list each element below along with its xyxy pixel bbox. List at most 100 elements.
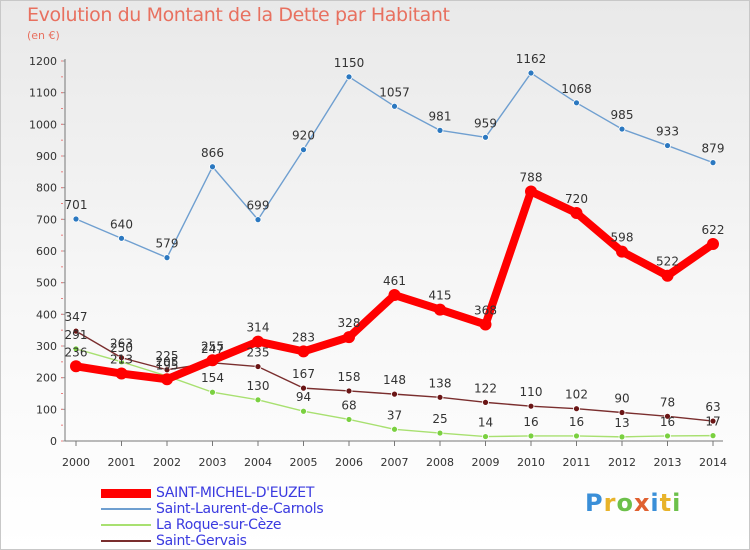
legend-item: SAINT-MICHEL-D'EUZET: [101, 485, 323, 501]
y-tick-label: 600: [36, 245, 57, 258]
series-3-point: [482, 398, 489, 406]
series-3-point: [618, 409, 626, 416]
x-tick-label: 2010: [517, 456, 545, 469]
series-0-point: [161, 373, 173, 386]
series-2-point: [345, 416, 353, 423]
y-tick-label: 100: [36, 403, 57, 416]
series-2-data-label: 250: [110, 341, 133, 355]
logo-letter: i: [650, 489, 660, 517]
series-1-point: [436, 126, 444, 134]
y-tick-label: 900: [36, 150, 57, 163]
series-3-data-label: 225: [156, 349, 179, 363]
series-3-point: [527, 402, 535, 410]
series-3-point: [254, 363, 262, 370]
series-3-point: [118, 354, 125, 362]
series-3-point: [436, 393, 444, 401]
series-1-data-label: 933: [656, 125, 679, 139]
x-tick-label: 2013: [654, 456, 682, 469]
series-0-point: [252, 335, 264, 348]
series-0-point: [206, 354, 219, 367]
series-3-data-label: 158: [338, 370, 361, 384]
series-2-point: [573, 432, 580, 440]
series-1-data-label: 1162: [516, 52, 547, 66]
series-2-data-label: 130: [247, 379, 270, 393]
series-0-data-label: 314: [247, 321, 270, 335]
series-1-data-label: 1057: [379, 85, 410, 99]
series-0-point: [707, 238, 719, 251]
series-1-point: [300, 146, 307, 154]
x-tick-label: 2005: [290, 456, 318, 469]
series-0-data-label: 461: [383, 274, 406, 288]
series-2-point: [254, 396, 262, 404]
series-0-data-label: 328: [338, 316, 361, 330]
series-1-data-label: 920: [292, 129, 315, 143]
legend-item: Saint-Gervais: [101, 533, 323, 549]
x-tick-label: 2000: [62, 456, 90, 469]
series-1-data-label: 981: [429, 109, 452, 123]
series-3-data-label: 167: [292, 367, 315, 381]
legend-label: La Roque-sur-Cèze: [156, 517, 282, 533]
chart-unit-label: (en €): [27, 29, 60, 42]
series-3-point: [664, 412, 671, 420]
series-1-data-label: 1150: [334, 56, 365, 70]
legend-label: SAINT-MICHEL-D'EUZET: [156, 485, 315, 501]
y-tick-label: 800: [36, 182, 57, 195]
series-0-data-label: 213: [110, 353, 133, 367]
x-tick-label: 2008: [426, 456, 454, 469]
series-3-point: [573, 405, 580, 413]
series-1-point: [391, 102, 398, 110]
series-3-point: [163, 366, 171, 374]
series-0-point: [616, 245, 628, 258]
logo-letter: t: [659, 489, 673, 517]
series-1-point: [209, 163, 216, 171]
series-3-point: [300, 384, 307, 392]
series-2-point: [709, 432, 717, 440]
series-1-data-label: 1068: [561, 82, 592, 96]
series-2-data-label: 16: [569, 415, 584, 429]
series-2-point: [72, 345, 80, 353]
logo-letter: r: [603, 489, 617, 517]
series-1-data-label: 640: [110, 217, 133, 231]
series-1-point: [527, 69, 535, 77]
y-tick-label: 1000: [29, 118, 57, 131]
series-0-data-label: 283: [292, 330, 315, 344]
series-0-point: [570, 207, 583, 219]
series-0-data-label: 720: [565, 192, 588, 206]
series-1-point: [72, 215, 80, 223]
x-tick-label: 2001: [108, 456, 136, 469]
series-2-data-label: 14: [478, 416, 493, 430]
y-tick-label: 700: [36, 213, 57, 226]
series-3-data-label: 78: [660, 395, 675, 409]
proxiti-logo: Proxiti: [585, 489, 681, 517]
series-0-data-label: 368: [474, 303, 497, 317]
series-3-data-label: 263: [110, 337, 133, 351]
series-2-point: [300, 407, 307, 415]
series-0-data-label: 236: [65, 345, 88, 359]
series-2-data-label: 205: [156, 355, 179, 369]
legend-label: Saint-Laurent-de-Carnols: [156, 501, 324, 517]
series-3-data-label: 122: [474, 381, 497, 395]
series-2-point: [482, 433, 489, 440]
series-3-data-label: 110: [520, 385, 543, 399]
series-0-point: [388, 289, 401, 302]
series-0-point: [525, 185, 537, 198]
series-2-data-label: 13: [614, 416, 629, 430]
series-2-point: [664, 432, 671, 440]
y-tick-label: 400: [36, 308, 57, 321]
series-3-point: [709, 417, 717, 425]
series-2-data-label: 17: [705, 415, 720, 429]
series-2-data-label: 16: [660, 415, 675, 429]
series-0-point: [479, 318, 492, 331]
logo-letter: o: [616, 489, 634, 517]
series-1-data-label: 699: [247, 199, 270, 213]
x-tick-label: 2002: [153, 456, 181, 469]
series-1-point: [254, 216, 262, 224]
series-1-point: [573, 99, 580, 107]
legend-swatch: [101, 508, 151, 510]
series-3-data-label: 235: [247, 346, 270, 360]
series-0-data-label: 522: [656, 255, 679, 269]
series-2-data-label: 291: [65, 328, 88, 342]
series-0-point: [115, 367, 128, 380]
y-tick-label: 1100: [29, 87, 57, 100]
